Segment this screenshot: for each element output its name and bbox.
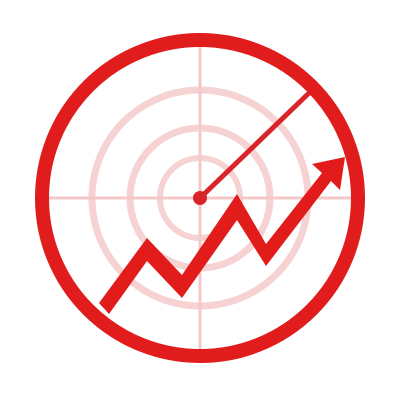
outer-ring [35,33,365,363]
radar-center-dot [193,191,207,205]
growth-arrow [99,157,345,314]
radar-sweep-line [197,91,311,201]
